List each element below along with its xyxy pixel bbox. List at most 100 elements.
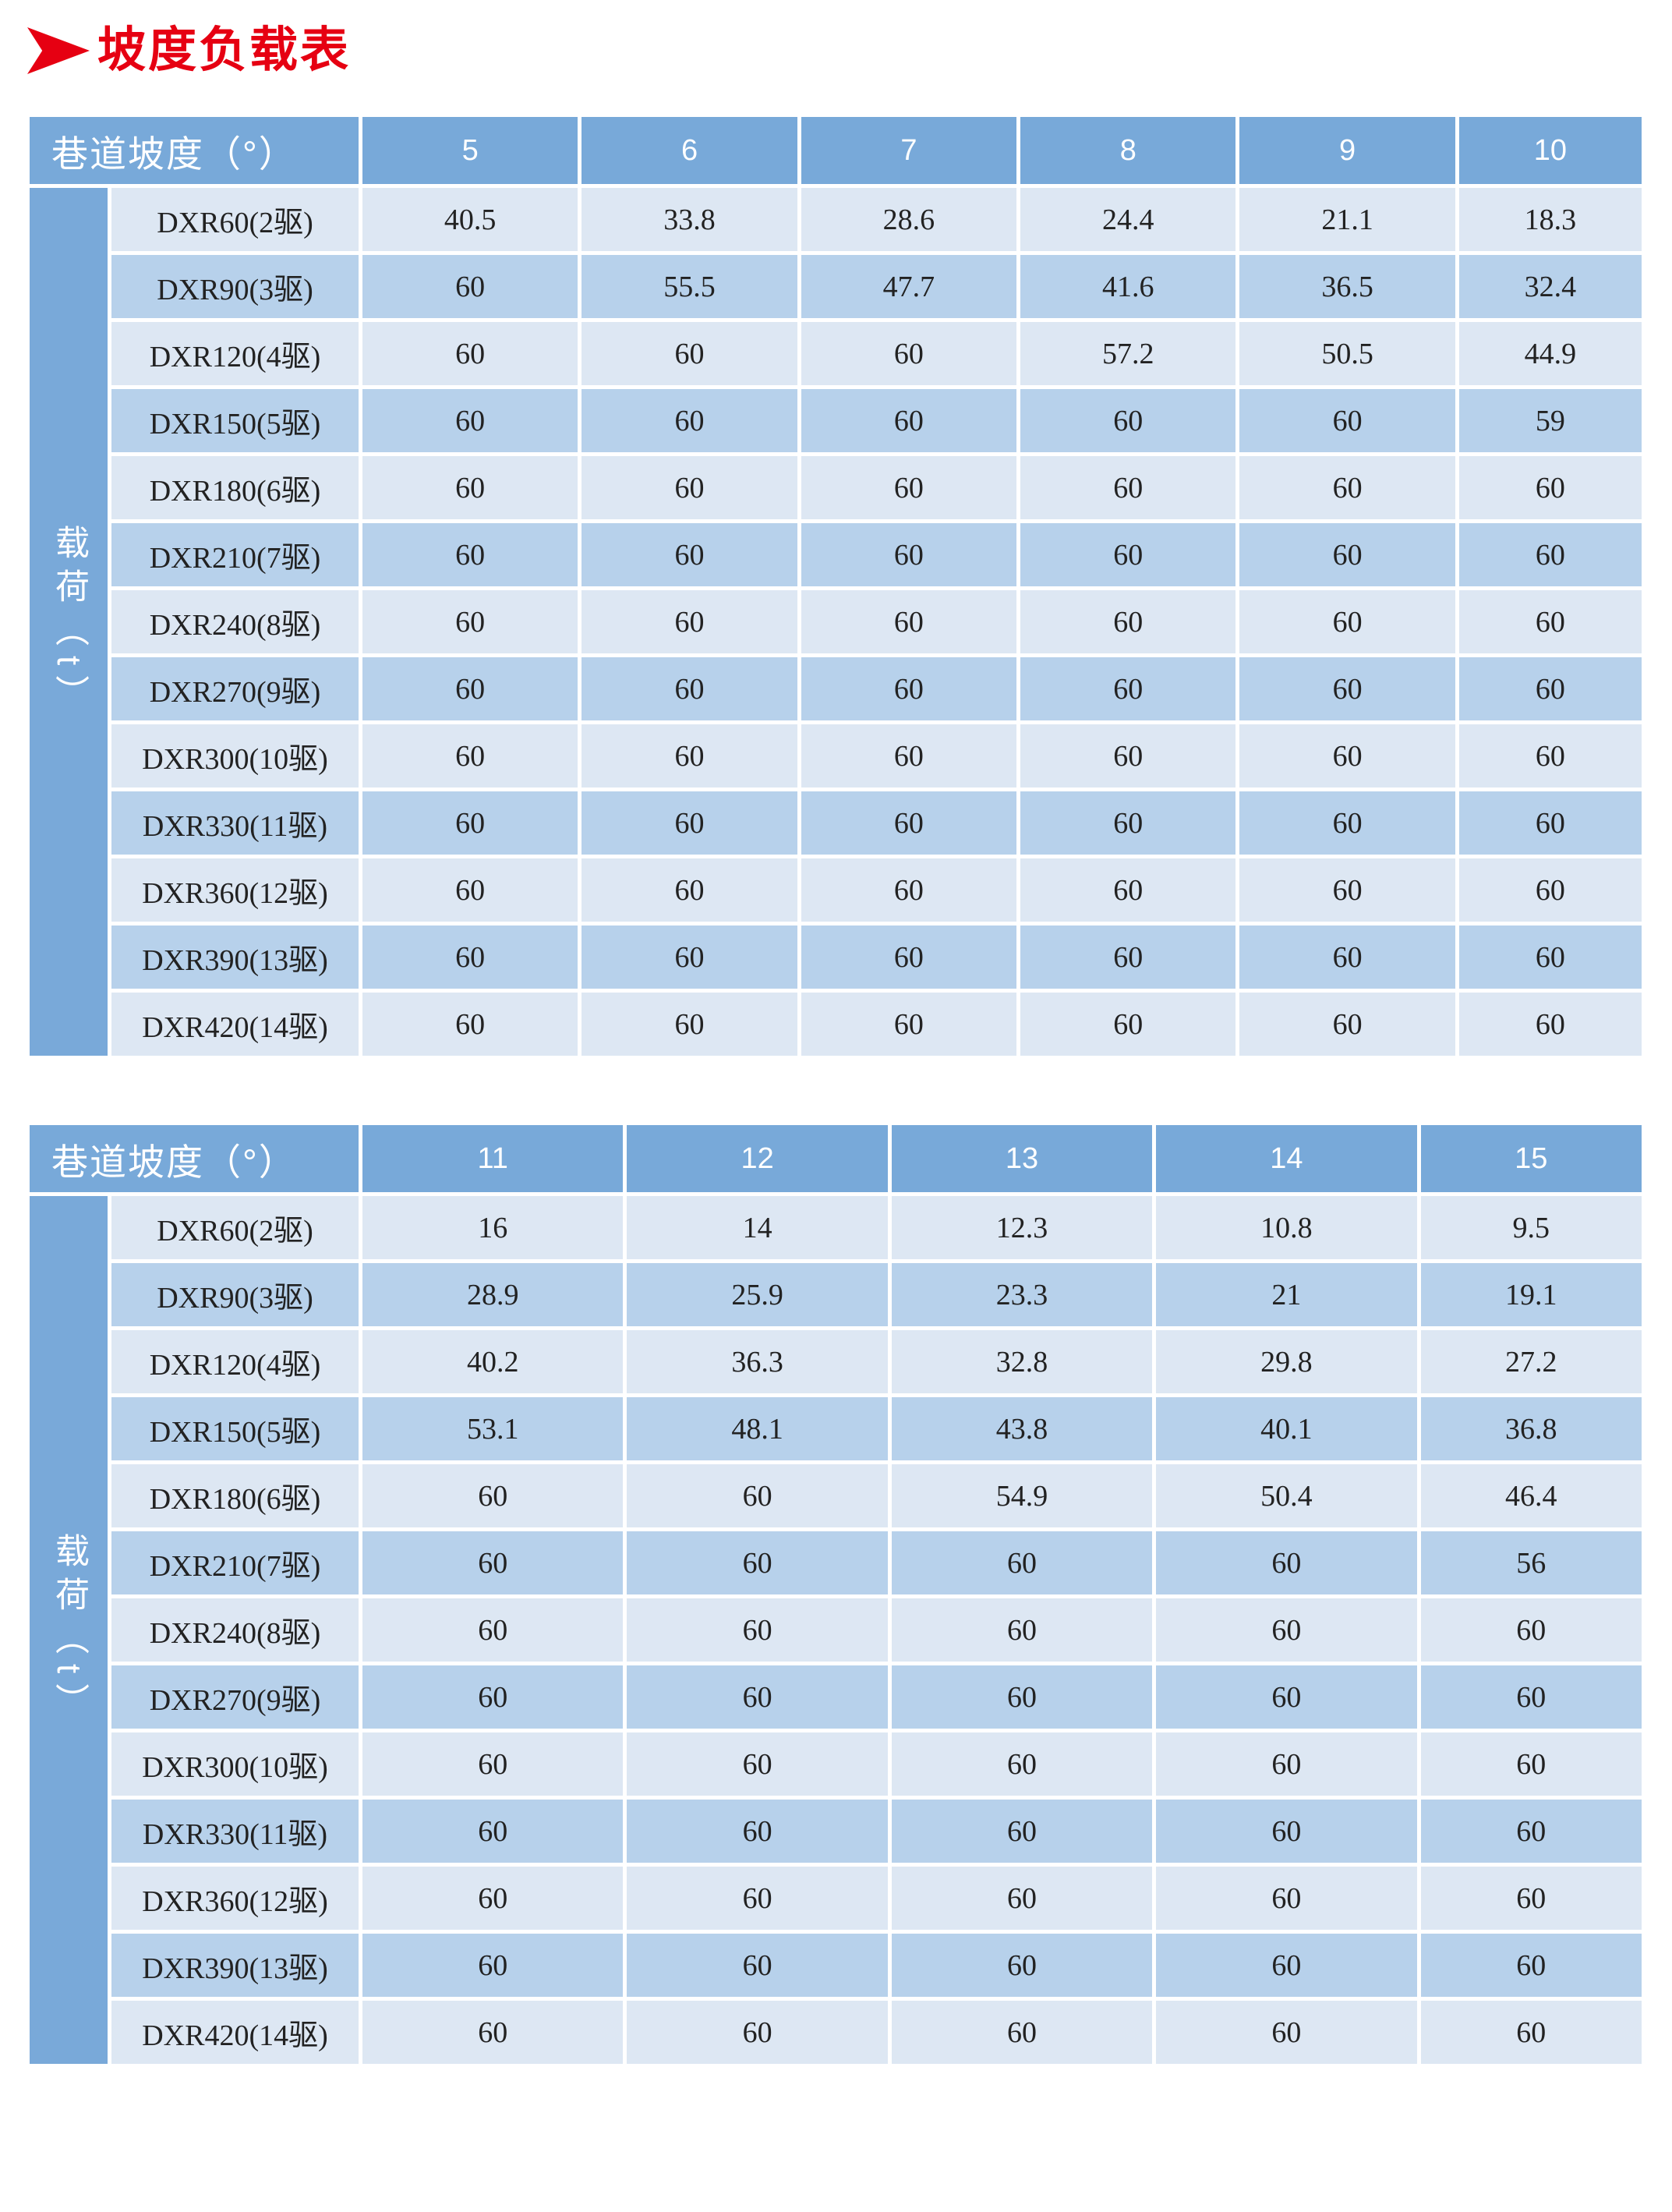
value-cell: 60: [1020, 657, 1236, 720]
value-cell: 60: [362, 1598, 624, 1662]
value-cell: 23.3: [891, 1263, 1153, 1326]
page: 坡度负载表 巷道坡度（°） 5 6 7 8 9 10 载荷（t） DXR60(2驱) 40.5 33…: [0, 26, 1672, 2212]
value-cell: 60: [1020, 791, 1236, 855]
value-cell: 44.9: [1458, 322, 1642, 385]
value-cell: 60: [581, 657, 797, 720]
value-cell: 60: [362, 993, 578, 1056]
row-label: DXR330(11驱): [111, 1800, 359, 1863]
column-header-8: 8: [1020, 117, 1236, 184]
row-label: DXR360(12驱): [111, 1867, 359, 1930]
value-cell: 60: [1156, 1732, 1417, 1796]
value-cell: 18.3: [1458, 188, 1642, 251]
value-cell: 36.5: [1239, 255, 1455, 318]
value-cell: 25.9: [627, 1263, 888, 1326]
value-cell: 54.9: [891, 1464, 1153, 1527]
row-label: DXR180(6驱): [111, 1464, 359, 1527]
value-cell: 60: [891, 1934, 1153, 1997]
side-band: 载荷（t）: [30, 188, 108, 1056]
value-cell: 60: [801, 322, 1017, 385]
value-cell: 40.2: [362, 1330, 624, 1393]
value-cell: 10.8: [1156, 1196, 1417, 1259]
value-cell: 32.8: [891, 1330, 1153, 1393]
value-cell: 60: [1020, 858, 1236, 922]
value-cell: 60: [362, 657, 578, 720]
value-cell: 60: [1239, 724, 1455, 787]
value-cell: 60: [362, 926, 578, 989]
value-cell: 60: [627, 1934, 888, 1997]
value-cell: 40.5: [362, 188, 578, 251]
column-header-11: 11: [362, 1125, 624, 1192]
value-cell: 14: [627, 1196, 888, 1259]
row-label: DXR90(3驱): [111, 255, 359, 318]
value-cell: 47.7: [801, 255, 1017, 318]
value-cell: 16: [362, 1196, 624, 1259]
value-cell: 48.1: [627, 1397, 888, 1460]
row-label: DXR240(8驱): [111, 1598, 359, 1662]
value-cell: 9.5: [1420, 1196, 1642, 1259]
column-header-14: 14: [1156, 1125, 1417, 1192]
value-cell: 60: [581, 993, 797, 1056]
row-label: DXR300(10驱): [111, 724, 359, 787]
value-cell: 46.4: [1420, 1464, 1642, 1527]
title-arrow-icon: [27, 27, 90, 74]
value-cell: 60: [1239, 456, 1455, 519]
value-cell: 60: [1239, 389, 1455, 452]
value-cell: 60: [581, 389, 797, 452]
value-cell: 60: [1020, 523, 1236, 586]
value-cell: 60: [801, 858, 1017, 922]
row-label: DXR90(3驱): [111, 1263, 359, 1326]
value-cell: 60: [581, 322, 797, 385]
value-cell: 60: [1020, 993, 1236, 1056]
value-cell: 60: [1156, 1598, 1417, 1662]
value-cell: 28.9: [362, 1263, 624, 1326]
value-cell: 60: [801, 993, 1017, 1056]
value-cell: 60: [891, 1531, 1153, 1594]
value-cell: 60: [362, 1800, 624, 1863]
value-cell: 60: [1239, 657, 1455, 720]
value-cell: 60: [362, 1464, 624, 1527]
column-header-12: 12: [627, 1125, 888, 1192]
value-cell: 28.6: [801, 188, 1017, 251]
value-cell: 60: [1239, 858, 1455, 922]
value-cell: 60: [362, 724, 578, 787]
value-cell: 60: [891, 1800, 1153, 1863]
value-cell: 60: [627, 1732, 888, 1796]
value-cell: 43.8: [891, 1397, 1153, 1460]
value-cell: 60: [1156, 1665, 1417, 1729]
value-cell: 60: [801, 791, 1017, 855]
slope-load-table-1: 巷道坡度（°） 5 6 7 8 9 10 载荷（t） DXR60(2驱) 40.5 33.8 28.6…: [30, 117, 1642, 1056]
row-label: DXR240(8驱): [111, 590, 359, 653]
row-label: DXR150(5驱): [111, 1397, 359, 1460]
row-label: DXR60(2驱): [111, 1196, 359, 1259]
row-label: DXR390(13驱): [111, 1934, 359, 1997]
value-cell: 50.4: [1156, 1464, 1417, 1527]
value-cell: 59: [1458, 389, 1642, 452]
section-title: 坡度负载表: [27, 26, 1672, 76]
page-title: 坡度负载表: [97, 23, 352, 77]
value-cell: 60: [627, 1665, 888, 1729]
value-cell: 41.6: [1020, 255, 1236, 318]
value-cell: 60: [1420, 1934, 1642, 1997]
value-cell: 57.2: [1020, 322, 1236, 385]
value-cell: 60: [362, 322, 578, 385]
tables-container: 巷道坡度（°） 5 6 7 8 9 10 载荷（t） DXR60(2驱) 40.5 33.8 28.6…: [0, 117, 1672, 2064]
value-cell: 60: [362, 456, 578, 519]
side-band-label: 载荷（t）: [50, 1533, 88, 1727]
value-cell: 60: [1458, 657, 1642, 720]
column-header-15: 15: [1420, 1125, 1642, 1192]
value-cell: 60: [1239, 926, 1455, 989]
value-cell: 60: [1458, 993, 1642, 1056]
value-cell: 60: [1020, 590, 1236, 653]
slope-load-table-2: 巷道坡度（°） 11 12 13 14 15 载荷（t） DXR60(2驱) 16 14 12.3 1…: [30, 1125, 1642, 2064]
value-cell: 60: [362, 858, 578, 922]
value-cell: 60: [1420, 1665, 1642, 1729]
value-cell: 60: [1420, 1598, 1642, 1662]
column-header-13: 13: [891, 1125, 1153, 1192]
value-cell: 32.4: [1458, 255, 1642, 318]
value-cell: 60: [1239, 993, 1455, 1056]
value-cell: 60: [581, 456, 797, 519]
row-label: DXR150(5驱): [111, 389, 359, 452]
value-cell: 56: [1420, 1531, 1642, 1594]
value-cell: 60: [1420, 1800, 1642, 1863]
value-cell: 53.1: [362, 1397, 624, 1460]
